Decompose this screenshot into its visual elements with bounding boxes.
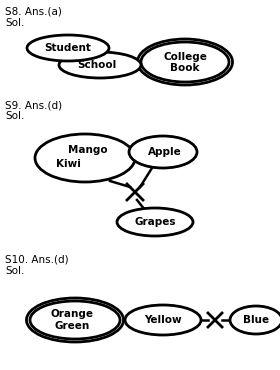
- Ellipse shape: [230, 306, 280, 334]
- Text: Sol.: Sol.: [5, 111, 24, 121]
- Text: College: College: [163, 52, 207, 62]
- Text: Kiwi: Kiwi: [55, 159, 80, 169]
- Text: Apple: Apple: [148, 147, 182, 157]
- Ellipse shape: [35, 134, 135, 182]
- Ellipse shape: [125, 305, 201, 335]
- Ellipse shape: [117, 208, 193, 236]
- Ellipse shape: [30, 301, 120, 339]
- Text: Green: Green: [54, 321, 90, 331]
- Ellipse shape: [59, 52, 141, 78]
- Ellipse shape: [129, 136, 197, 168]
- Text: S10. Ans.(d): S10. Ans.(d): [5, 255, 69, 265]
- Text: Book: Book: [170, 63, 200, 73]
- Text: Sol.: Sol.: [5, 266, 24, 276]
- Text: Student: Student: [45, 43, 92, 53]
- Text: Sol.: Sol.: [5, 18, 24, 28]
- Text: Mango: Mango: [68, 145, 108, 155]
- Text: School: School: [77, 60, 117, 70]
- Text: S8. Ans.(a): S8. Ans.(a): [5, 7, 62, 17]
- Ellipse shape: [27, 35, 109, 61]
- Text: Blue: Blue: [243, 315, 269, 325]
- Text: Yellow: Yellow: [144, 315, 182, 325]
- Text: S9. Ans.(d): S9. Ans.(d): [5, 100, 62, 110]
- Ellipse shape: [141, 42, 229, 82]
- Text: Orange: Orange: [50, 309, 94, 319]
- Text: Grapes: Grapes: [134, 217, 176, 227]
